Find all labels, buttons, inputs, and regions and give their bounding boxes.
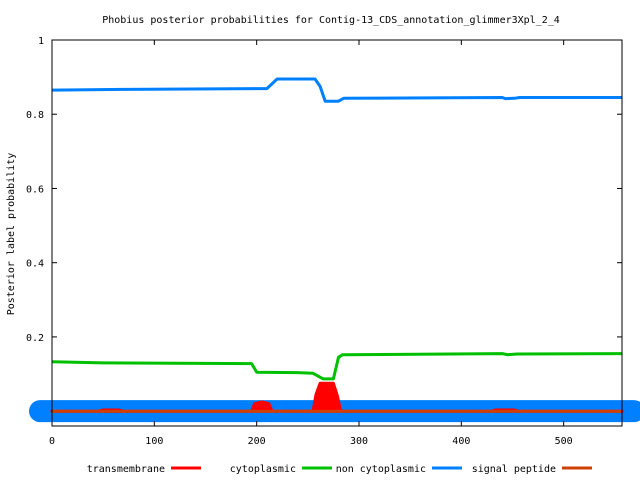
- legend-label: transmembrane: [87, 464, 165, 475]
- plot-frame: [51, 39, 623, 427]
- x-tick-label: 400: [452, 436, 470, 447]
- y-tick-label: 0.6: [26, 184, 44, 195]
- legend: transmembrane cytoplasmic non cytoplasmic s…: [87, 464, 592, 475]
- series-cytoplasmic-line: [51, 352, 623, 381]
- y-tick-label: 0.4: [26, 259, 44, 270]
- ticks-layer: 0 100 200 300 400 500 0.2 0.4 0.6 0.8 1: [26, 36, 622, 447]
- y-axis-label: Posterior label probability: [6, 153, 17, 316]
- legend-label: cytoplasmic: [230, 464, 296, 475]
- x-tick-label: 0: [49, 436, 55, 447]
- x-tick-label: 300: [350, 436, 368, 447]
- y-tick-label: 1: [38, 36, 44, 47]
- series-layer: [29, 77, 640, 423]
- x-tick-label: 500: [555, 436, 573, 447]
- series-non-cytoplasmic-line: [51, 77, 622, 103]
- x-tick-label: 100: [145, 436, 163, 447]
- y-tick-label: 0.8: [26, 110, 44, 121]
- legend-label: non cytoplasmic: [336, 464, 426, 475]
- legend-label: signal peptide: [472, 464, 556, 475]
- x-tick-label: 200: [248, 436, 266, 447]
- chart-title: Phobius posterior probabilities for Cont…: [102, 15, 560, 26]
- y-tick-label: 0.2: [26, 333, 44, 344]
